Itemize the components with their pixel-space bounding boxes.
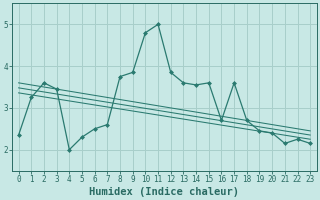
X-axis label: Humidex (Indice chaleur): Humidex (Indice chaleur) (89, 186, 239, 197)
